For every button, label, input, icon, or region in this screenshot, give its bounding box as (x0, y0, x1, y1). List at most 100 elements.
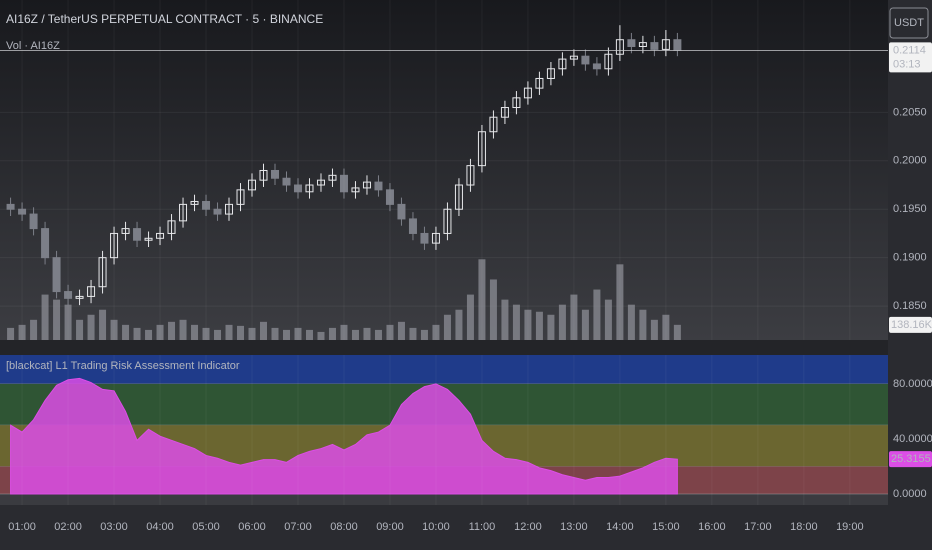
volume-bar (558, 304, 566, 340)
currency-button[interactable] (889, 7, 929, 39)
risk-zone (0, 355, 888, 384)
candle-body (569, 55, 578, 60)
volume-bar (168, 321, 176, 340)
x-tick-label: 03:00 (100, 521, 128, 533)
indicator-title: [blackcat] L1 Trading Risk Assessment In… (6, 360, 240, 372)
y-tick-label: 0.2000 (893, 155, 927, 167)
volume-bar (133, 327, 141, 340)
x-tick-label: 11:00 (469, 521, 496, 533)
volume-bar (478, 259, 486, 340)
candle-body (431, 232, 440, 244)
x-tick-label: 14:00 (606, 521, 634, 533)
volume-bar (662, 314, 670, 340)
candle-body (673, 39, 682, 51)
x-tick-label: 10:00 (422, 521, 450, 533)
x-tick-label: 16:00 (698, 521, 726, 533)
x-tick-label: 08:00 (330, 521, 358, 533)
x-tick-label: 15:00 (652, 521, 680, 533)
x-tick-label: 13:00 (560, 521, 588, 533)
volume-bar (627, 304, 635, 340)
volume-label-box (889, 316, 932, 333)
candle-body (592, 63, 601, 70)
volume-label: 138.16K (891, 319, 932, 331)
volume-bar (317, 331, 325, 340)
volume-bar (604, 299, 612, 340)
candle-body (500, 107, 509, 118)
candle-body (179, 203, 188, 222)
x-tick-label: 04:00 (146, 521, 174, 533)
y-tick-label: 0.1900 (893, 252, 927, 264)
candle-body (523, 87, 532, 99)
volume-bar (271, 327, 279, 340)
volume-bar (214, 329, 222, 340)
candle-body (477, 131, 486, 167)
x-tick-label: 17:00 (744, 521, 772, 533)
candle-body (52, 257, 61, 293)
volume-bar (363, 327, 371, 340)
volume-bar (7, 327, 15, 340)
volume-bar (581, 309, 589, 340)
volume-bar (76, 319, 84, 340)
last-price-box (889, 42, 932, 73)
volume-bar (443, 314, 451, 340)
candle-body (29, 213, 38, 230)
indicator-value-box (889, 451, 932, 468)
candle-body (638, 42, 647, 47)
price-pane (0, 0, 888, 340)
candle-body (156, 232, 165, 239)
volume-bar (397, 321, 405, 340)
y-tick-label: 0.1950 (893, 203, 927, 215)
volume-bar (156, 324, 164, 340)
volume-bar (420, 329, 428, 340)
volume-bar (386, 324, 394, 340)
countdown: 03:13 (893, 58, 921, 70)
candle-body (362, 181, 371, 189)
volume-bar (616, 264, 624, 340)
candle-body (489, 116, 498, 133)
volume-bar (466, 294, 474, 340)
candle-body (167, 220, 176, 234)
x-tick-label: 19:00 (836, 521, 864, 533)
volume-bar (593, 289, 601, 340)
volume-bar (260, 321, 268, 340)
candle-body (75, 295, 84, 299)
volume-bar (294, 327, 302, 340)
volume-bar (99, 309, 107, 340)
volume-bar (351, 329, 359, 340)
candle-body (225, 203, 234, 215)
x-tick-label: 07:00 (284, 521, 312, 533)
volume-bar (18, 324, 26, 340)
x-tick-label: 12:00 (514, 521, 542, 533)
currency-label[interactable]: USDT (894, 17, 924, 29)
indicator-area (10, 377, 678, 495)
candle-body (144, 237, 153, 241)
candle-body (213, 208, 222, 215)
volume-bar (87, 314, 95, 340)
volume-bar (432, 324, 440, 340)
candle-body (443, 208, 452, 234)
volume-bar (305, 329, 313, 340)
volume-bar (524, 309, 532, 340)
candle-body (328, 174, 337, 181)
volume-bar (374, 329, 382, 340)
candle-body (305, 184, 314, 193)
candle-body (64, 291, 73, 299)
y-tick-label: 40.0000 (893, 433, 932, 445)
x-tick-label: 02:00 (54, 521, 82, 533)
volume-bar (535, 311, 543, 340)
x-tick-label: 09:00 (376, 521, 404, 533)
volume-bar (501, 299, 509, 340)
volume-bar (30, 319, 38, 340)
candle-body (650, 42, 659, 50)
volume-bar (248, 327, 256, 340)
y-tick-label: 0.1850 (893, 300, 927, 312)
candle-body (6, 203, 15, 210)
volume-bar (53, 299, 61, 340)
volume-bar (64, 304, 72, 340)
volume-bar (202, 327, 210, 340)
candle-body (248, 179, 257, 191)
volume-bar (110, 319, 118, 340)
candle-body (408, 218, 417, 234)
